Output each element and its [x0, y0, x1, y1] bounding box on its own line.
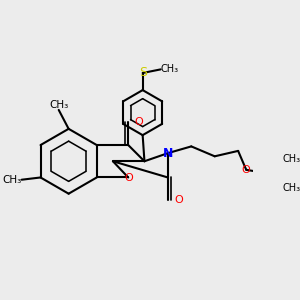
Text: O: O: [134, 117, 143, 127]
Text: O: O: [242, 165, 250, 175]
Text: CH₃: CH₃: [282, 183, 300, 193]
Text: CH₃: CH₃: [2, 175, 22, 185]
Text: CH₃: CH₃: [282, 154, 300, 164]
Text: N: N: [163, 147, 173, 160]
Text: O: O: [174, 195, 183, 205]
Text: CH₃: CH₃: [49, 100, 68, 110]
Text: CH₃: CH₃: [161, 64, 179, 74]
Text: S: S: [139, 67, 147, 80]
Text: O: O: [125, 173, 134, 183]
